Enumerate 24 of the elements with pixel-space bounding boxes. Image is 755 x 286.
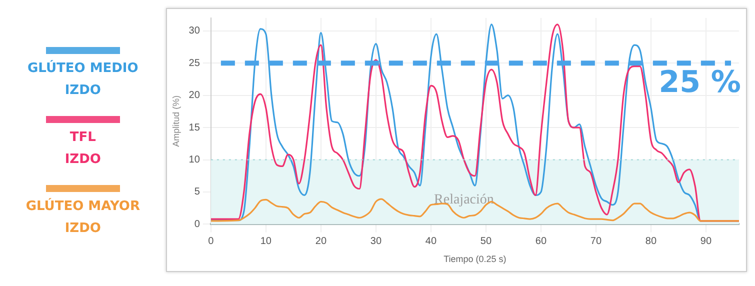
x-axis-title: Tiempo (0.25 s) <box>443 254 506 264</box>
x-tick-label: 0 <box>208 236 214 247</box>
text: TFL IZDO <box>64 128 102 168</box>
x-tick-label: 60 <box>535 236 547 247</box>
x-tick-label: 90 <box>700 236 712 247</box>
y-tick-label: 5 <box>194 186 200 198</box>
y-tick-label: 10 <box>188 154 200 166</box>
x-tick-label: 80 <box>645 236 657 247</box>
y-tick-label: 30 <box>188 26 200 37</box>
ref-line-label: 25 % <box>658 64 741 100</box>
y-tick-label: 15 <box>188 122 200 134</box>
x-tick-label: 40 <box>425 236 437 247</box>
y-axis-title: Amplitud (%) <box>170 95 181 147</box>
text: GLÚTEO MAYOR IZDO <box>24 197 141 238</box>
x-tick-label: 30 <box>370 236 382 247</box>
x-tick-label: 10 <box>260 236 272 247</box>
x-tick-label: 20 <box>315 236 327 247</box>
y-tick-label: 0 <box>194 218 200 230</box>
band-label: Relajación <box>434 192 494 208</box>
text: GLÚTEO MEDIO IZDO <box>26 59 140 100</box>
y-tick-label: 25 <box>188 58 200 69</box>
x-tick-label: 50 <box>480 236 492 247</box>
y-tick-label: 20 <box>188 90 200 102</box>
x-tick-label: 70 <box>590 236 602 247</box>
